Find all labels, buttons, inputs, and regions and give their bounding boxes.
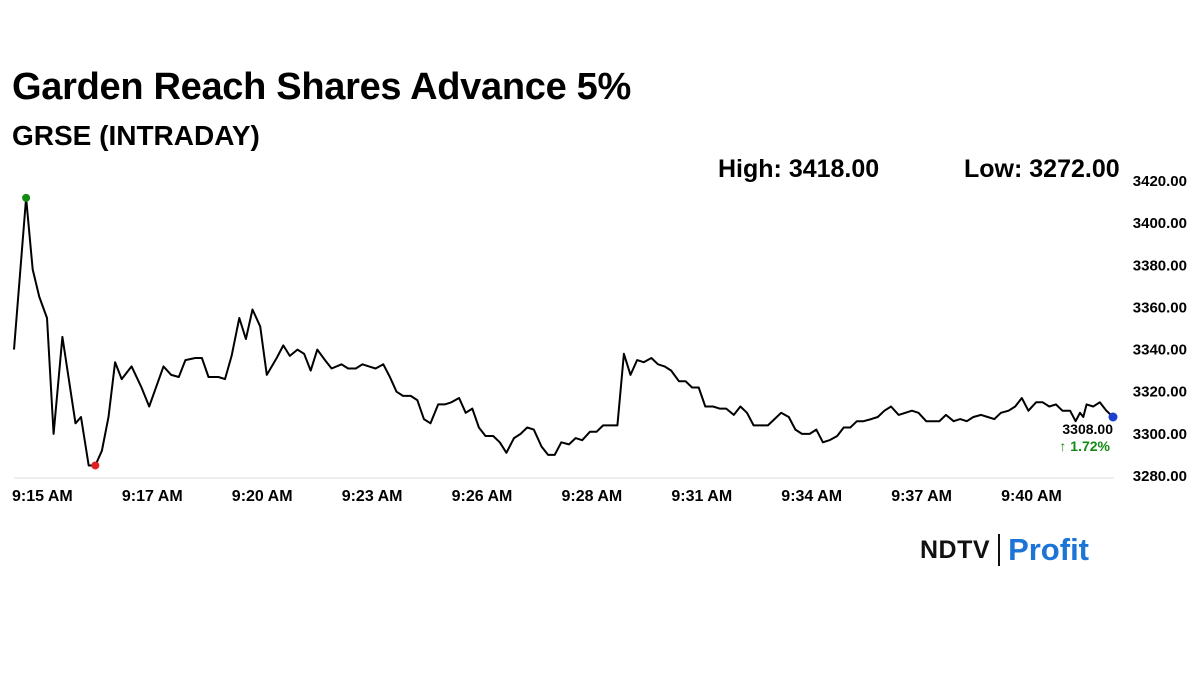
x-tick-label: 9:26 AM bbox=[452, 488, 513, 505]
last-price-marker bbox=[1108, 412, 1118, 422]
price-change-label: ↑ 1.72% bbox=[1059, 438, 1110, 454]
x-axis-ticks: 9:15 AM 9:17 AM 9:20 AM 9:23 AM 9:26 AM 9:28 … bbox=[12, 488, 1062, 505]
chart-title: Garden Reach Shares Advance 5% bbox=[12, 66, 631, 108]
x-tick-label: 9:40 AM bbox=[1001, 488, 1062, 505]
y-tick-label: 3320.00 bbox=[1133, 384, 1187, 401]
y-tick-label: 3380.00 bbox=[1133, 257, 1187, 274]
logo-divider bbox=[998, 534, 1001, 566]
low-point-marker bbox=[91, 461, 100, 470]
chart-subtitle: GRSE (INTRADAY) bbox=[12, 120, 260, 151]
high-value-label: High: 3418.00 bbox=[718, 155, 880, 183]
low-value-label: Low: 3272.00 bbox=[964, 155, 1120, 183]
y-tick-label: 3300.00 bbox=[1133, 426, 1187, 443]
high-point-marker bbox=[22, 193, 31, 202]
y-tick-label: 3360.00 bbox=[1133, 299, 1187, 316]
price-series-line bbox=[13, 196, 1114, 467]
x-tick-label: 9:28 AM bbox=[562, 488, 623, 505]
x-tick-label: 9:20 AM bbox=[232, 488, 293, 505]
x-tick-label: 9:23 AM bbox=[342, 488, 403, 505]
ndtv-profit-logo: NDTV Profit bbox=[920, 532, 1089, 567]
x-tick-label: 9:17 AM bbox=[122, 488, 183, 505]
x-tick-label: 9:37 AM bbox=[891, 488, 952, 505]
y-tick-label: 3420.00 bbox=[1133, 173, 1187, 190]
logo-ndtv-text: NDTV bbox=[920, 535, 991, 564]
y-tick-label: 3280.00 bbox=[1133, 468, 1187, 485]
x-tick-label: 9:34 AM bbox=[781, 488, 842, 505]
y-axis-ticks: 3280.00 3300.00 3320.00 3340.00 3360.00 3380.… bbox=[1133, 173, 1187, 485]
x-tick-label: 9:15 AM bbox=[12, 488, 73, 505]
logo-profit-text: Profit bbox=[1008, 532, 1089, 567]
y-tick-label: 3340.00 bbox=[1133, 342, 1187, 359]
y-tick-label: 3400.00 bbox=[1133, 215, 1187, 232]
last-price-label: 3308.00 bbox=[1062, 421, 1113, 437]
x-tick-label: 9:31 AM bbox=[671, 488, 732, 505]
